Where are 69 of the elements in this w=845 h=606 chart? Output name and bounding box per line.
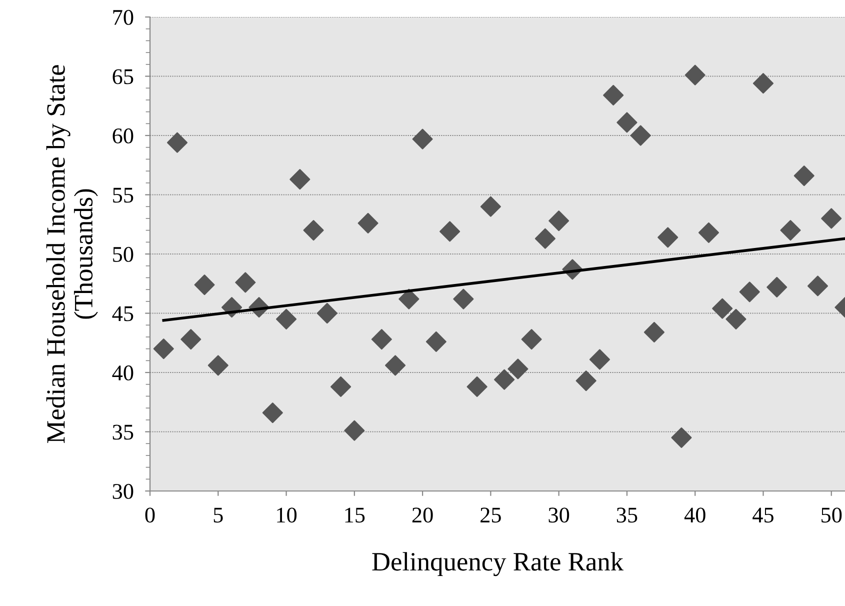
point xyxy=(726,308,746,330)
point xyxy=(807,276,828,296)
x-tick-label: 35 xyxy=(616,508,638,523)
point xyxy=(548,210,570,232)
x-tick-label: 45 xyxy=(752,508,774,523)
y-axis-title: Median Household Income by State (Thousands) xyxy=(46,65,98,444)
point xyxy=(466,376,488,397)
point xyxy=(194,274,215,296)
x-tick-label: 0 xyxy=(145,508,155,523)
point xyxy=(440,221,460,242)
x-tick-label: 15 xyxy=(345,508,365,523)
x-tick-label: 5 xyxy=(214,508,223,523)
y-tick-label: 60 xyxy=(112,128,134,144)
point xyxy=(344,420,365,441)
point xyxy=(412,128,433,150)
point xyxy=(358,212,378,234)
point xyxy=(385,355,406,376)
x-tick-label: 30 xyxy=(548,508,570,523)
point xyxy=(616,112,638,133)
point xyxy=(180,329,202,350)
point xyxy=(508,358,528,380)
point xyxy=(398,288,420,310)
point xyxy=(534,228,556,249)
point xyxy=(589,349,610,370)
point xyxy=(644,322,664,342)
point xyxy=(712,298,733,319)
point xyxy=(739,282,760,302)
point xyxy=(494,369,515,390)
x-tick-label: 25 xyxy=(480,508,501,523)
point xyxy=(521,329,542,350)
point xyxy=(658,227,678,248)
point xyxy=(752,73,774,94)
point xyxy=(316,302,338,324)
y-tick-label: 70 xyxy=(113,10,134,25)
point xyxy=(303,220,324,241)
point xyxy=(276,308,297,330)
point xyxy=(603,84,624,106)
x-axis-title: Delinquency Rate Rank xyxy=(372,552,624,576)
y-tick-label: 45 xyxy=(112,306,134,322)
x-tick-label: 10 xyxy=(277,508,297,523)
y-tick-label: 65 xyxy=(112,69,134,84)
y-tick-label: 30 xyxy=(112,484,134,499)
point xyxy=(290,169,310,190)
y-tick-label: 55 xyxy=(113,188,134,203)
point xyxy=(821,208,842,229)
point xyxy=(684,64,706,86)
y-tick-label: 40 xyxy=(112,365,134,380)
point xyxy=(698,222,719,243)
point xyxy=(480,196,501,217)
point xyxy=(794,166,814,186)
x-tick-label: 20 xyxy=(412,508,433,523)
point xyxy=(780,220,801,241)
point xyxy=(371,329,392,350)
point xyxy=(576,370,596,392)
point xyxy=(208,355,228,376)
point xyxy=(453,288,474,310)
point xyxy=(766,276,788,298)
point xyxy=(153,338,174,360)
point xyxy=(330,376,352,397)
point xyxy=(630,125,651,146)
point xyxy=(262,402,283,424)
point xyxy=(426,331,446,352)
y-tick-label: 50 xyxy=(113,246,134,262)
x-tick-label: 40 xyxy=(684,508,706,523)
y-tick-label: 35 xyxy=(112,424,134,440)
x-tick-label: 50 xyxy=(822,508,842,523)
point xyxy=(235,272,256,293)
point xyxy=(166,132,188,153)
point xyxy=(671,427,692,448)
